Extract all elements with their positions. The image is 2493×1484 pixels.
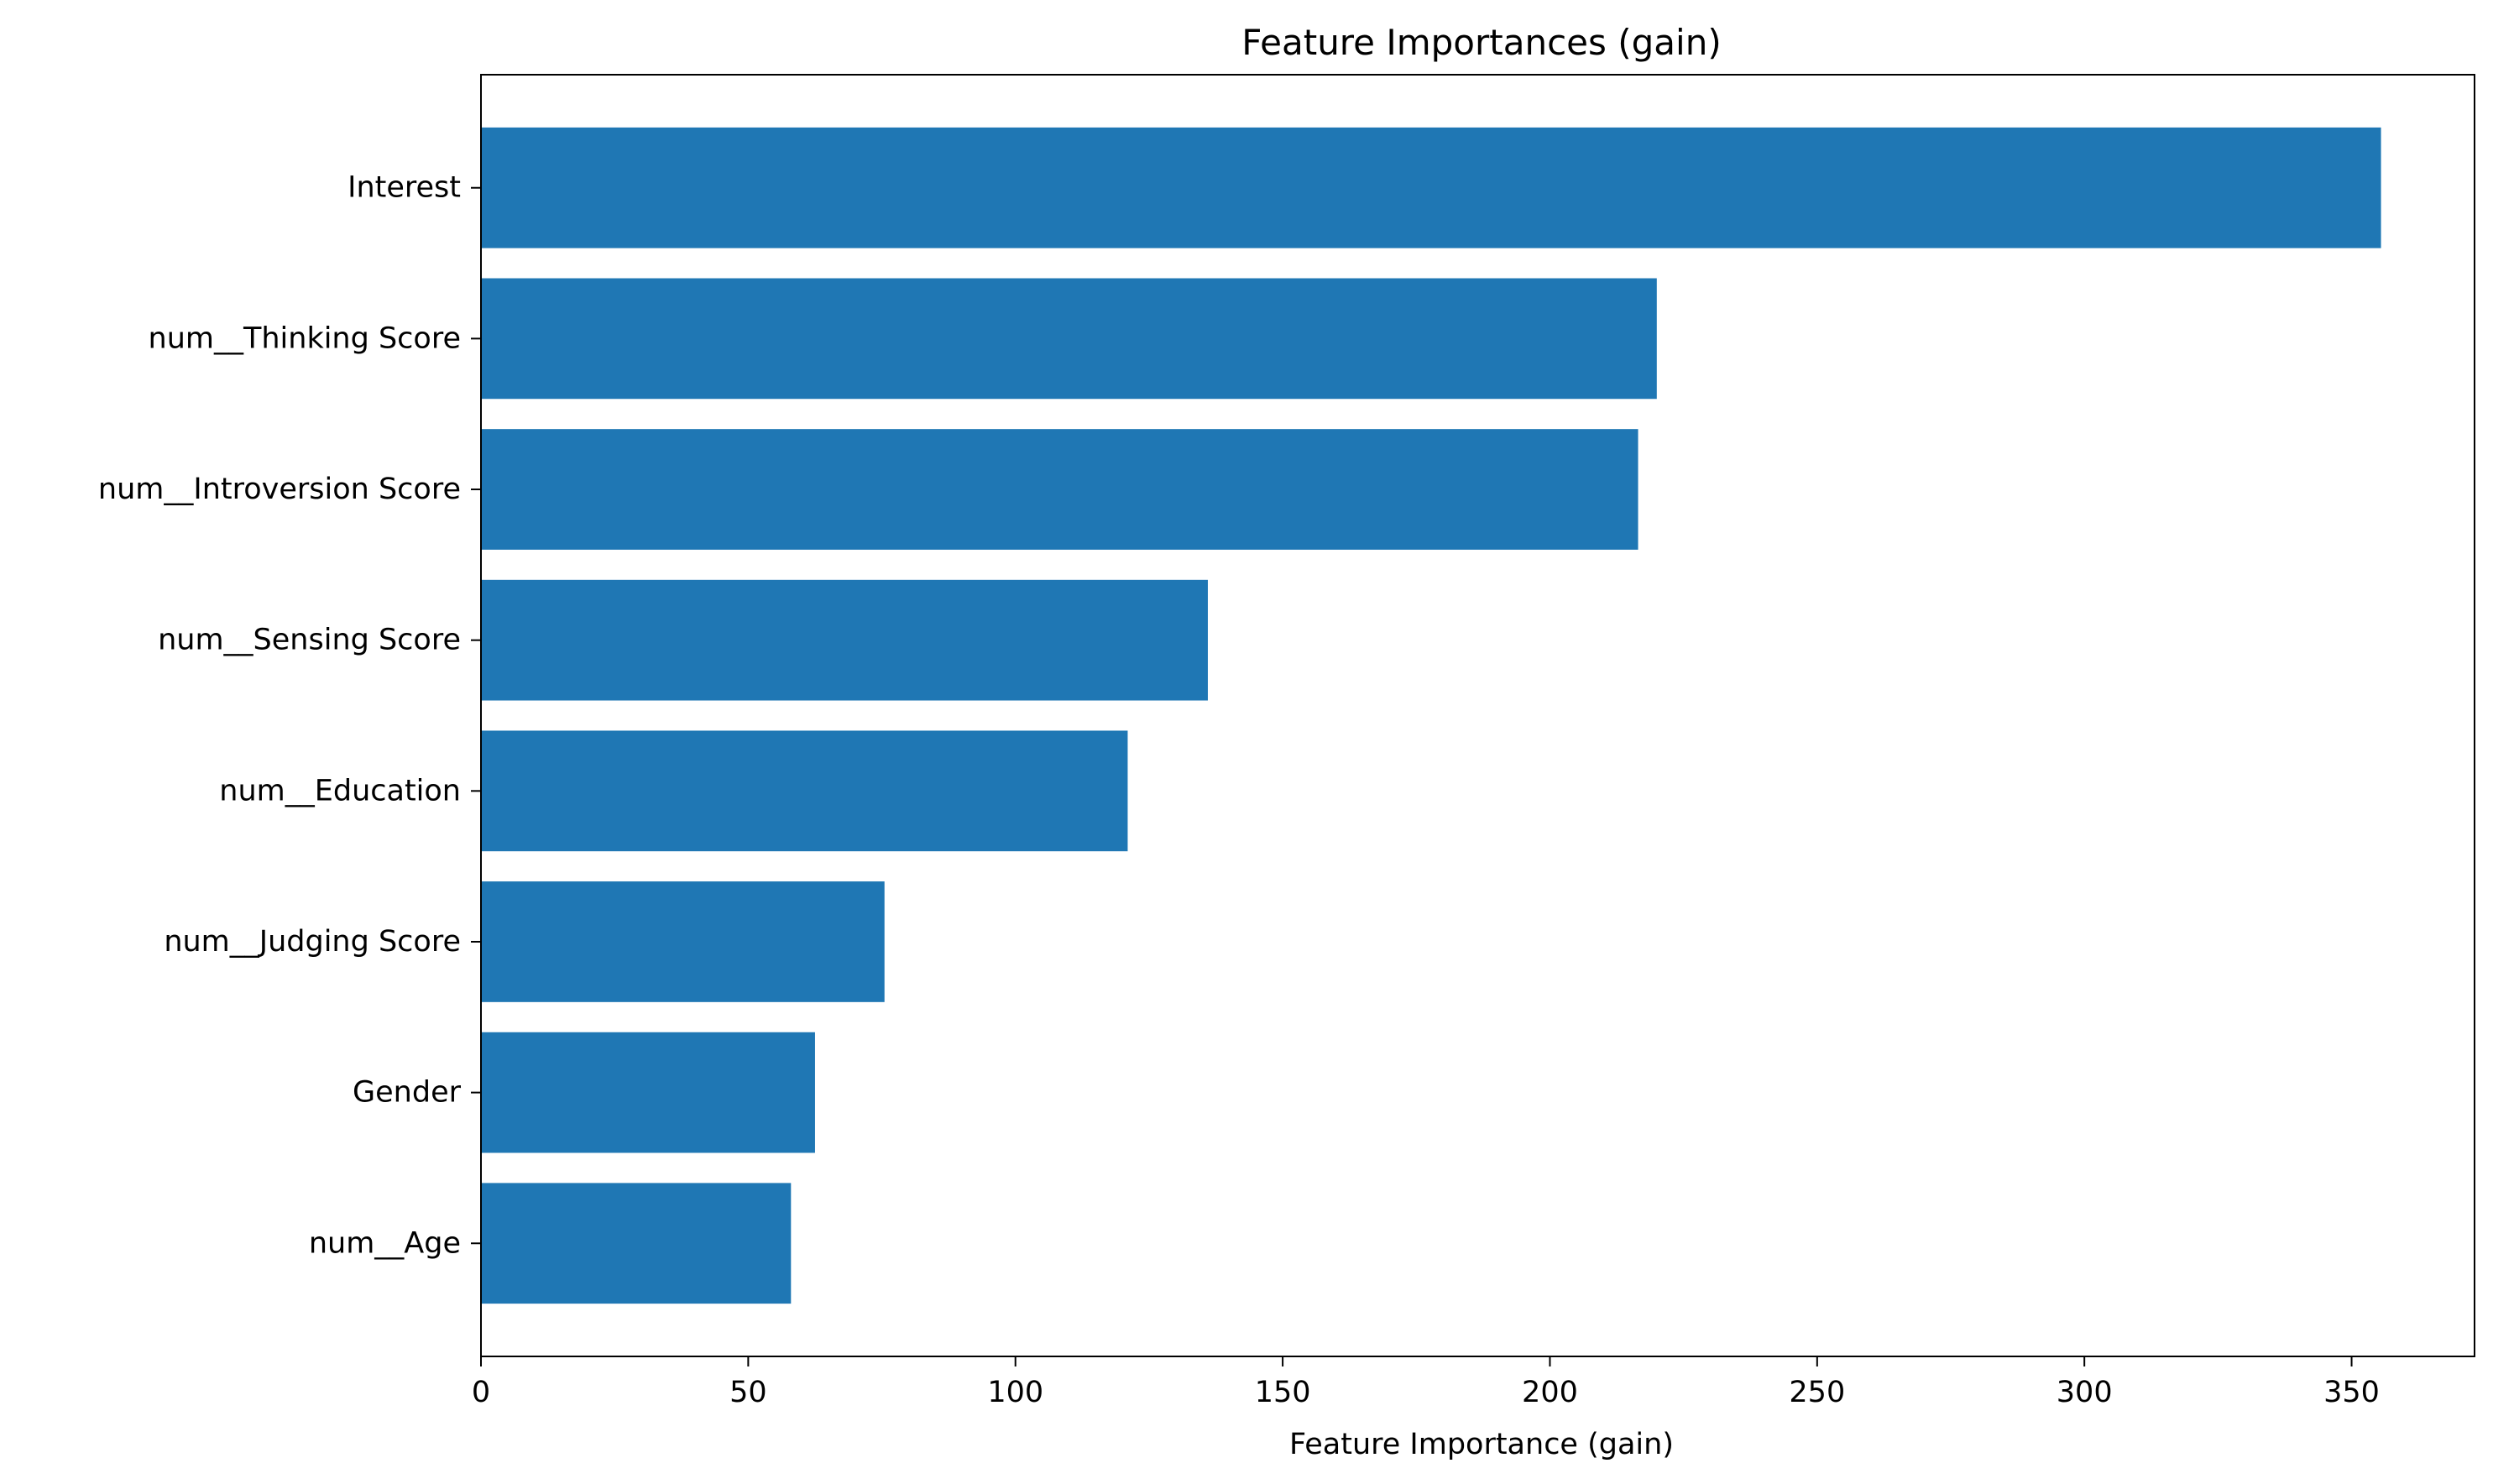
y-tick-label: num__Age <box>309 1226 461 1260</box>
x-tick-label: 100 <box>987 1376 1043 1409</box>
bar-gender <box>481 1032 815 1153</box>
x-tick-label: 50 <box>729 1376 767 1409</box>
bar-num-judging-score <box>481 881 885 1002</box>
x-tick-label: 200 <box>1522 1376 1578 1409</box>
bar-num-age <box>481 1183 792 1304</box>
bars-group <box>481 127 2381 1304</box>
y-tick-label: Interest <box>348 171 461 205</box>
plot-frame <box>480 74 2475 1357</box>
y-tick-label: num__Thinking Score <box>149 321 461 355</box>
y-tick-label: num__Education <box>219 774 461 807</box>
x-tick-label: 150 <box>1255 1376 1311 1409</box>
y-tick-label: num__Judging Score <box>164 925 461 959</box>
bar-num-introversion-score <box>481 429 1638 550</box>
bar-num-thinking-score <box>481 278 1657 400</box>
y-tick-label: num__Sensing Score <box>158 624 461 657</box>
x-tick-label: 0 <box>472 1376 490 1409</box>
x-tick-label: 350 <box>2323 1376 2380 1409</box>
x-axis-ticks: 0 50 100 150 200 250 300 350 <box>472 1356 2380 1409</box>
x-axis-label: Feature Importance (gain) <box>1289 1428 1674 1461</box>
bar-num-sensing-score <box>481 579 1208 701</box>
x-tick-label: 300 <box>2057 1376 2113 1409</box>
chart-title: Feature Importances (gain) <box>1241 22 1721 63</box>
bar-num-education <box>481 730 1128 852</box>
y-axis-ticks: Interest num__Thinking Score num__Introver… <box>98 171 481 1260</box>
y-tick-label: Gender <box>353 1076 462 1110</box>
y-tick-label: num__Introversion Score <box>98 473 461 506</box>
bar-interest <box>481 127 2381 248</box>
x-tick-label: 250 <box>1789 1376 1845 1409</box>
